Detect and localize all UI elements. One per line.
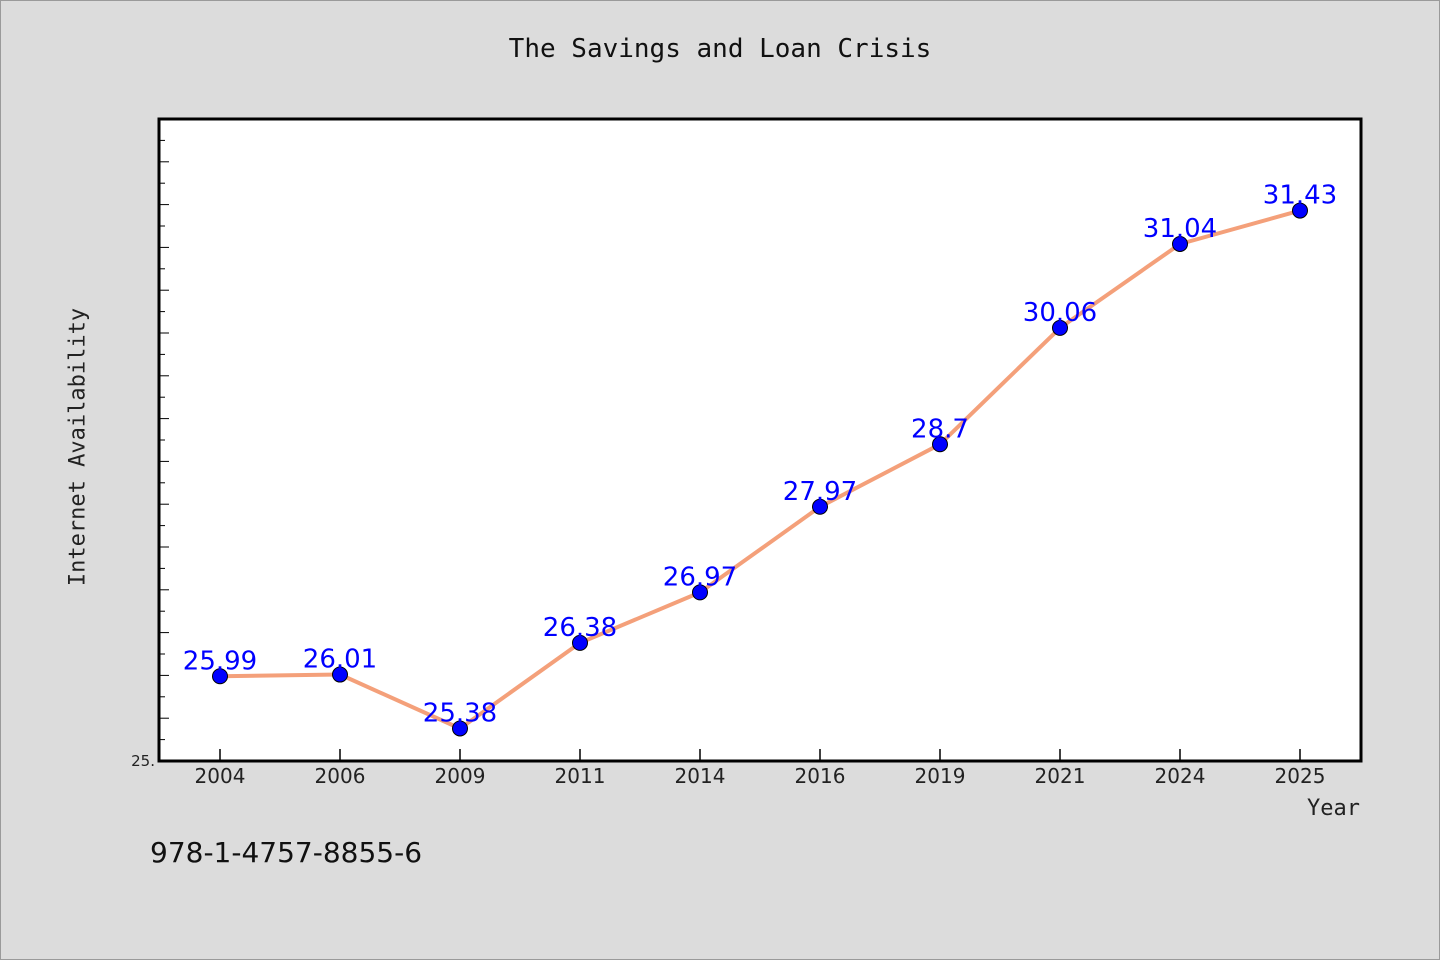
data-point	[332, 666, 348, 683]
data-label: 31.43	[1263, 181, 1337, 211]
data-point	[1052, 319, 1068, 336]
data-point	[212, 668, 228, 685]
plot-background	[157, 117, 1363, 763]
x-tick-label: 2004	[195, 764, 246, 788]
data-label: 25.38	[423, 698, 497, 728]
x-tick-label: 2009	[435, 764, 486, 788]
x-tick-label: 2021	[1035, 764, 1086, 788]
data-point	[1292, 202, 1308, 219]
data-label: 28.7	[911, 414, 969, 444]
x-tick-label: 2011	[555, 764, 606, 788]
data-point	[1172, 235, 1188, 252]
y-tick-label: 25.	[131, 752, 155, 770]
x-tick-label: 2024	[1155, 764, 1206, 788]
x-axis-ticks: 2004 2006 2009 2011 2014 2016 2019 2021 2024 2025	[195, 749, 1326, 788]
x-tick-label: 2016	[795, 764, 846, 788]
data-label: 31.04	[1143, 214, 1217, 244]
data-label: 30.06	[1023, 298, 1097, 328]
data-label: 26.38	[543, 613, 617, 643]
data-label: 27.97	[783, 477, 857, 507]
x-tick-label: 2006	[315, 764, 366, 788]
data-point	[572, 634, 588, 651]
series-layer: 25.99 26.01 25.38 26.38 26.97 27.97 28.7 30.06 3…	[183, 181, 1337, 737]
data-point	[692, 584, 708, 601]
series-line	[218, 208, 1302, 731]
x-tick-label: 2019	[915, 764, 966, 788]
x-tick-label: 2025	[1275, 764, 1326, 788]
data-label: 26.01	[303, 645, 377, 675]
isbn-text: 978-1-4757-8855-6	[150, 836, 423, 869]
data-label: 26.97	[663, 562, 737, 592]
chart-title: The Savings and Loan Crisis	[508, 34, 932, 64]
data-point	[812, 498, 828, 515]
y-axis-ticks: 25.	[131, 118, 169, 770]
x-tick-label: 2014	[675, 764, 726, 788]
data-point	[452, 720, 468, 737]
data-label: 25.99	[183, 646, 257, 676]
data-point	[932, 436, 948, 453]
x-axis-label: Year	[1307, 796, 1360, 821]
